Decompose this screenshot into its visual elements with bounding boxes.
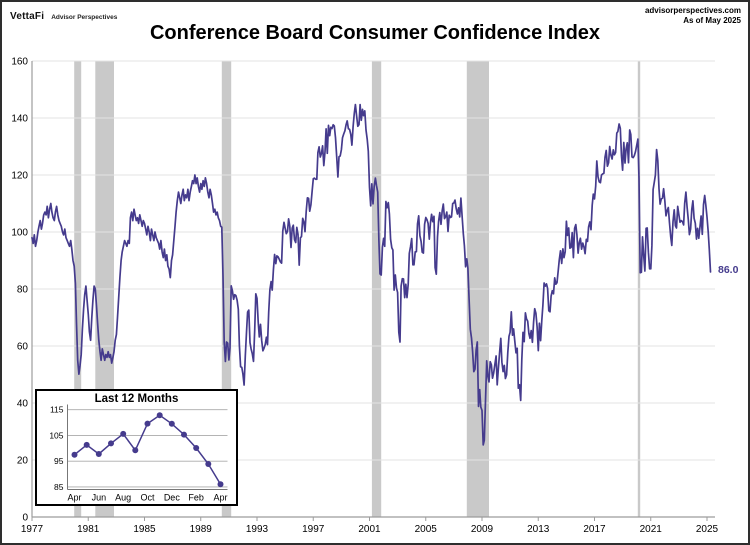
as-of-date-label: As of May 2025 <box>683 16 741 26</box>
inset-chart-box: Last 12 Months 85 95 105 115 Apr Jun Aug Oct Dec… <box>35 389 238 506</box>
header-left: VettaFi Advisor Perspectives <box>10 6 117 24</box>
inset-x-tick-label: Jun <box>92 493 107 503</box>
header-right: advisorperspectives.com As of May 2025 <box>645 6 741 27</box>
inset-y-tick-label: 85 <box>54 482 64 492</box>
y-tick-label: 60 <box>17 342 29 353</box>
x-tick-label: 1993 <box>246 524 269 535</box>
x-tick-label: 1981 <box>77 524 100 535</box>
latest-value-label: 86.0 <box>718 264 739 276</box>
inset-data-point <box>217 481 224 488</box>
x-tick-label: 2001 <box>358 524 381 535</box>
vettafi-logo: VettaFi <box>10 11 45 22</box>
x-tick-label: 2025 <box>696 524 719 535</box>
x-tick-label: 1997 <box>302 524 325 535</box>
inset-data-point <box>205 461 212 467</box>
inset-x-tick-label: Apr <box>213 493 227 503</box>
inset-data-point <box>168 420 175 427</box>
x-tick-label: 1985 <box>133 524 156 535</box>
inset-data-point <box>144 420 151 427</box>
x-tick-label: 1977 <box>21 524 44 535</box>
inset-data-point <box>193 445 200 451</box>
inset-x-tick-label: Aug <box>115 493 131 503</box>
inset-data-point <box>156 412 163 419</box>
inset-data-point <box>120 430 127 437</box>
inset-data-point <box>132 447 139 454</box>
inset-data-point <box>181 431 187 438</box>
x-tick-label: 2005 <box>415 524 438 535</box>
x-tick-label: 2009 <box>471 524 494 535</box>
site-url-label: advisorperspectives.com <box>644 6 741 15</box>
inset-x-tick-label: Oct <box>140 493 155 503</box>
y-tick-label: 20 <box>17 456 29 467</box>
inset-x-tick-label: Dec <box>164 493 181 503</box>
inset-x-tick-label: Apr <box>67 493 81 503</box>
inset-y-tick-label: 115 <box>50 405 64 415</box>
inset-y-tick-label: 105 <box>49 430 63 440</box>
inset-data-point <box>108 440 114 447</box>
x-tick-label: 2021 <box>640 524 663 535</box>
y-tick-label: 160 <box>11 57 28 68</box>
x-tick-label: 2013 <box>527 524 550 535</box>
y-tick-label: 80 <box>17 285 29 296</box>
x-tick-label: 1989 <box>190 524 213 535</box>
y-tick-label: 120 <box>11 171 28 182</box>
inset-x-tick-label: Feb <box>188 493 204 503</box>
inset-data-point <box>95 451 102 457</box>
y-tick-label: 0 <box>22 513 28 524</box>
y-tick-label: 140 <box>11 114 28 125</box>
chart-title: Conference Board Consumer Confidence Ind… <box>149 22 601 44</box>
inset-y-tick-label: 95 <box>54 456 64 466</box>
inset-chart-title: Last 12 Months <box>94 393 179 405</box>
inset-chart: 85 95 105 115 Apr Jun Aug Oct Dec Feb Apr <box>49 404 228 503</box>
confidence-index-line <box>31 103 712 446</box>
inset-data-point <box>83 441 90 448</box>
x-tick-label: 2017 <box>583 524 606 535</box>
inset-data-point <box>71 451 78 458</box>
y-tick-label: 100 <box>11 228 28 239</box>
advisor-perspectives-label: Advisor Perspectives <box>51 14 118 21</box>
y-tick-label: 40 <box>17 399 29 410</box>
